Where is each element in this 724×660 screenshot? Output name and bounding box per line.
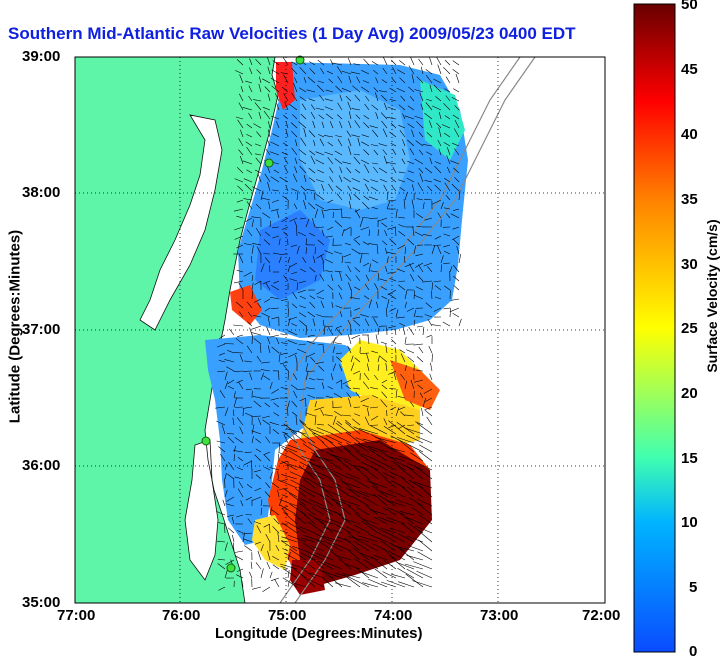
colorbar-tick-label: 10	[681, 514, 698, 531]
colorbar-tick-label: 30	[681, 256, 698, 273]
y-tick-label: 38:00	[22, 184, 60, 201]
y-tick-label: 39:00	[22, 48, 60, 65]
x-tick-label: 74:00	[374, 607, 412, 624]
y-axis-label: Latitude (Degrees:Minutes)	[7, 217, 24, 437]
x-tick-label: 72:00	[582, 607, 620, 624]
colorbar-tick-label: 15	[681, 450, 698, 467]
colorbar-tick-label: 40	[681, 126, 698, 143]
colorbar-tick-label: 5	[689, 579, 697, 596]
x-tick-label: 73:00	[480, 607, 518, 624]
colorbar-label: Surface Velocity (cm/s)	[704, 201, 720, 391]
station-marker	[227, 564, 235, 572]
colorbar-tick-label: 25	[681, 320, 698, 337]
station-marker	[202, 437, 210, 445]
colorbar-tick-label: 0	[689, 643, 697, 660]
x-tick-label: 75:00	[268, 607, 306, 624]
y-tick-label: 36:00	[22, 457, 60, 474]
x-tick-label: 76:00	[162, 607, 200, 624]
colorbar-tick-label: 50	[681, 0, 698, 13]
colorbar-tick-label: 35	[681, 191, 698, 208]
y-tick-label: 35:00	[22, 594, 60, 611]
x-axis-label: Longitude (Degrees:Minutes)	[215, 625, 423, 642]
colorbar-tick-label: 20	[681, 385, 698, 402]
station-marker	[265, 159, 273, 167]
colorbar	[634, 4, 675, 652]
y-tick-label: 37:00	[22, 321, 60, 338]
x-tick-label: 77:00	[57, 607, 95, 624]
colorbar-tick-label: 45	[681, 61, 698, 78]
